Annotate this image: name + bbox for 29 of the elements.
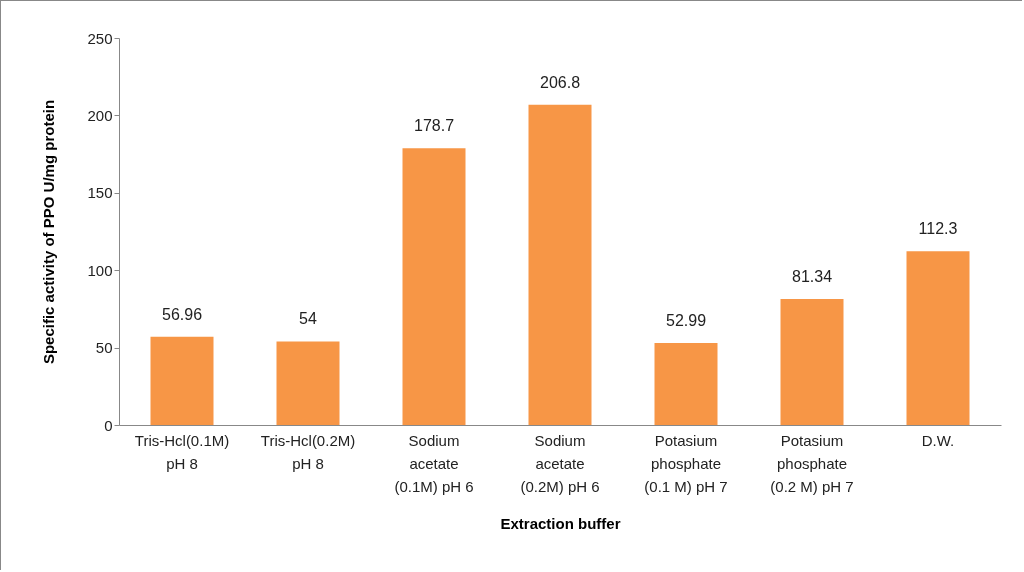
y-tick-label: 150 bbox=[87, 184, 113, 202]
data-label: 56.96 bbox=[161, 305, 203, 323]
x-tick-label: Potasium phosphate (0.2 M) pH 7 bbox=[770, 431, 854, 495]
y-axis-title: Specific activity of PPO U/mg protein bbox=[40, 99, 58, 365]
bar bbox=[402, 148, 466, 425]
bar bbox=[528, 104, 592, 425]
data-label: 206.8 bbox=[539, 73, 581, 91]
bar bbox=[276, 341, 340, 425]
x-axis-title: Extraction buffer bbox=[500, 514, 621, 532]
bar bbox=[906, 251, 970, 425]
x-tick-label: D.W. bbox=[921, 431, 955, 449]
data-label: 54 bbox=[299, 310, 317, 328]
y-tick-label: 200 bbox=[87, 106, 113, 124]
x-tick-label: Sodium acetate (0.2M) pH 6 bbox=[520, 431, 600, 495]
y-tick-label: 100 bbox=[87, 261, 113, 279]
y-tick-label: 50 bbox=[95, 339, 113, 357]
bar bbox=[150, 336, 214, 425]
data-label: 178.7 bbox=[413, 117, 455, 135]
data-label: 112.3 bbox=[918, 220, 958, 238]
bar bbox=[654, 342, 718, 425]
x-tick-label: Potasium phosphate (0.1 M) pH 7 bbox=[644, 431, 728, 495]
data-label: 81.34 bbox=[791, 268, 833, 286]
x-tick-label: Tris-Hcl(0.2M) pH 8 bbox=[260, 431, 356, 472]
x-tick-label: Tris-Hcl(0.1M) pH 8 bbox=[134, 431, 230, 472]
bar bbox=[780, 299, 844, 425]
x-tick-label: Sodium acetate (0.1M) pH 6 bbox=[394, 431, 474, 495]
y-tick-label: 0 bbox=[104, 416, 113, 434]
data-label: 52.99 bbox=[665, 311, 707, 329]
y-tick-label: 250 bbox=[87, 29, 113, 47]
